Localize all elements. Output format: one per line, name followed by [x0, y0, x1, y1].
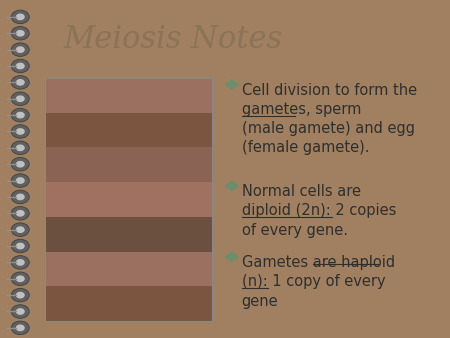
Circle shape — [16, 95, 25, 102]
Polygon shape — [225, 252, 238, 262]
Circle shape — [11, 321, 29, 335]
Circle shape — [16, 46, 25, 53]
Circle shape — [16, 243, 25, 249]
Circle shape — [11, 239, 29, 253]
Polygon shape — [225, 181, 238, 191]
Circle shape — [16, 324, 25, 331]
Text: Gametes are haploid
(n): 1 copy of every
gene: Gametes are haploid (n): 1 copy of every… — [242, 255, 395, 309]
Circle shape — [16, 177, 25, 184]
Circle shape — [11, 141, 29, 154]
Circle shape — [16, 79, 25, 86]
Circle shape — [16, 144, 25, 151]
Text: Cell division to form the
gametes, sperm
(male gamete) and egg
(female gamete).: Cell division to form the gametes, sperm… — [242, 83, 417, 155]
Circle shape — [16, 226, 25, 233]
Circle shape — [11, 92, 29, 105]
Circle shape — [11, 76, 29, 89]
Circle shape — [16, 63, 25, 69]
Circle shape — [11, 59, 29, 73]
Circle shape — [16, 194, 25, 200]
Polygon shape — [225, 80, 238, 89]
Circle shape — [11, 288, 29, 302]
Bar — [45, 113, 212, 147]
Circle shape — [16, 308, 25, 315]
Circle shape — [11, 43, 29, 56]
Circle shape — [16, 210, 25, 217]
Bar — [45, 251, 212, 286]
Circle shape — [16, 112, 25, 119]
Circle shape — [16, 259, 25, 266]
Bar — [45, 78, 212, 113]
Circle shape — [11, 256, 29, 269]
Bar — [45, 217, 212, 251]
Circle shape — [11, 10, 29, 24]
Bar — [45, 182, 212, 217]
Circle shape — [16, 128, 25, 135]
Text: Meiosis Notes: Meiosis Notes — [63, 24, 282, 55]
Circle shape — [11, 174, 29, 187]
Circle shape — [11, 305, 29, 318]
Circle shape — [16, 14, 25, 20]
Text: Normal cells are
diploid (2n): 2 copies
of every gene.: Normal cells are diploid (2n): 2 copies … — [242, 184, 396, 238]
Circle shape — [11, 207, 29, 220]
Circle shape — [11, 190, 29, 204]
Circle shape — [16, 30, 25, 37]
Circle shape — [11, 125, 29, 138]
Circle shape — [11, 158, 29, 171]
Circle shape — [16, 275, 25, 282]
Bar — [45, 286, 212, 321]
Bar — [45, 147, 212, 182]
Bar — [45, 78, 212, 321]
Circle shape — [16, 161, 25, 168]
Circle shape — [16, 292, 25, 298]
Circle shape — [11, 272, 29, 286]
Circle shape — [11, 108, 29, 122]
Circle shape — [11, 26, 29, 40]
Circle shape — [11, 223, 29, 236]
